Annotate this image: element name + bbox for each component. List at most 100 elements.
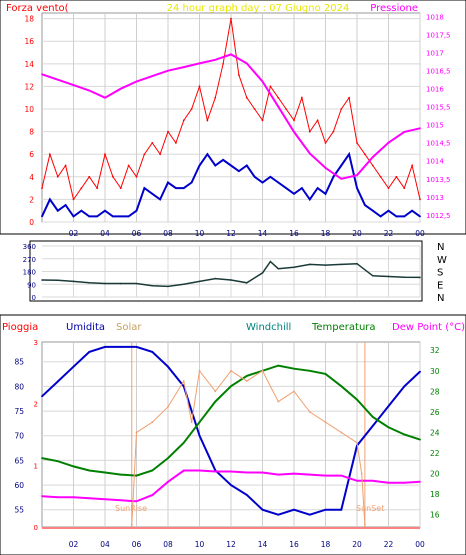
solar-point <box>261 369 264 372</box>
dewpoint-point <box>151 494 154 497</box>
wind_avg-point <box>395 215 398 218</box>
temperatura-point <box>387 426 390 429</box>
humidity-tick-label: 75 <box>14 407 24 416</box>
dewpoint-point <box>324 474 327 477</box>
humidity-point <box>371 424 374 427</box>
dewpoint-point <box>135 500 138 503</box>
solar-point <box>151 421 154 424</box>
compass-label: W <box>437 255 447 266</box>
gust-point <box>300 96 303 99</box>
gust-point <box>222 62 225 65</box>
temperatura-point <box>308 369 311 372</box>
wind-direction-point <box>104 282 106 285</box>
temperature-tick-label: 24 <box>430 428 440 437</box>
wind_avg-point <box>127 215 130 218</box>
left-tick-label: 6 <box>29 150 34 159</box>
gust-point <box>285 108 288 110</box>
pressure-point <box>88 89 91 92</box>
sunrise-label: SunRise <box>115 504 147 513</box>
gust-point <box>111 175 114 178</box>
dewpoint-point <box>245 471 248 474</box>
solar-point <box>360 472 363 475</box>
wind_avg-point <box>245 164 248 167</box>
gust-point <box>48 153 51 156</box>
wind_avg-point <box>348 153 351 156</box>
gust-point <box>56 175 59 178</box>
wind-direction-point <box>324 264 327 266</box>
x-tick-label: 20 <box>352 229 362 238</box>
gust-point <box>316 119 319 122</box>
wind_avg-point <box>403 215 406 218</box>
wind-direction-point <box>88 282 91 284</box>
gust-point <box>363 153 366 156</box>
x-tick-label: 06 <box>132 229 142 238</box>
wind_avg-point <box>324 192 327 195</box>
wind_avg-point <box>206 153 209 156</box>
pressure-point <box>104 96 106 99</box>
humidity-point <box>88 350 91 353</box>
humidity-point <box>182 385 185 388</box>
legend-umidita: Umidita <box>66 322 105 333</box>
dewpoint-point <box>41 495 43 498</box>
dewpoint-point <box>104 498 106 501</box>
wind_avg-point <box>371 209 374 212</box>
gust-point <box>64 164 67 167</box>
wind-direction-point <box>356 262 358 265</box>
top-right-ticks: 1012,5 1013 1013,5 1014 1014,5 1015 1015,5 1016… <box>426 14 451 220</box>
wind_avg-point <box>363 204 366 206</box>
left-tick-label: 16 <box>24 37 34 46</box>
right-tick-label: 1017 <box>426 50 444 58</box>
dewpoint-point <box>387 481 390 484</box>
x-tick-label: 16 <box>289 229 299 238</box>
pressure-point <box>72 84 75 86</box>
temperature-tick-label: 18 <box>430 490 440 499</box>
bottom-left-ticks: 55 60 65 70 75 80 85 <box>14 358 24 515</box>
wind_avg-point <box>143 187 146 190</box>
solar-point <box>230 369 232 372</box>
compass-label: E <box>437 280 443 291</box>
dir-degree-label: 180 <box>23 269 36 277</box>
wind-direction-point <box>151 284 154 287</box>
gust-point <box>198 85 201 88</box>
dewpoint-point <box>230 470 232 473</box>
dir-degree-label: 90 <box>27 281 36 289</box>
temperature-tick-label: 32 <box>430 346 440 355</box>
wind_avg-point <box>411 209 414 212</box>
solar-point <box>245 380 248 382</box>
wind-direction-point <box>119 282 122 285</box>
pressure-point <box>277 105 280 108</box>
wind-direction-point <box>269 260 272 263</box>
top-x-ticks: 02 04 06 08 10 12 14 16 18 20 22 00 <box>69 229 425 238</box>
wind_avg-point <box>237 170 240 173</box>
humidity-point <box>245 494 248 496</box>
temperatura-point <box>182 441 185 444</box>
rain-tick-label: 1 <box>34 462 38 470</box>
dewpoint-point <box>308 473 311 476</box>
wind_avg-point <box>285 187 288 190</box>
solar-point <box>308 410 311 413</box>
x-tick-label: 08 <box>163 540 173 549</box>
bottom-panel-border <box>0 314 466 555</box>
temperatura-point <box>356 398 358 401</box>
wind_avg-point <box>277 181 280 184</box>
right-tick-label: 1015 <box>426 122 444 130</box>
pressure-point <box>261 80 264 83</box>
temperature-tick-label: 22 <box>430 449 440 458</box>
left-tick-label: 0 <box>29 218 34 227</box>
solar-point <box>198 369 201 372</box>
temperatura-point <box>41 457 43 460</box>
wind_avg-point <box>332 175 335 178</box>
wind_avg-point <box>230 164 232 167</box>
gust-point <box>159 153 162 156</box>
humidity-point <box>340 508 343 511</box>
x-tick-label: 12 <box>226 540 236 549</box>
gust-point <box>182 119 185 122</box>
compass-label: N <box>437 242 444 253</box>
gust-point <box>324 142 327 144</box>
temperatura-point <box>324 372 327 375</box>
dewpoint-point <box>261 471 264 474</box>
solar-point <box>324 421 327 424</box>
dewpoint-point <box>214 470 217 473</box>
gust-point <box>174 142 177 144</box>
wind_avg-point <box>159 198 162 201</box>
